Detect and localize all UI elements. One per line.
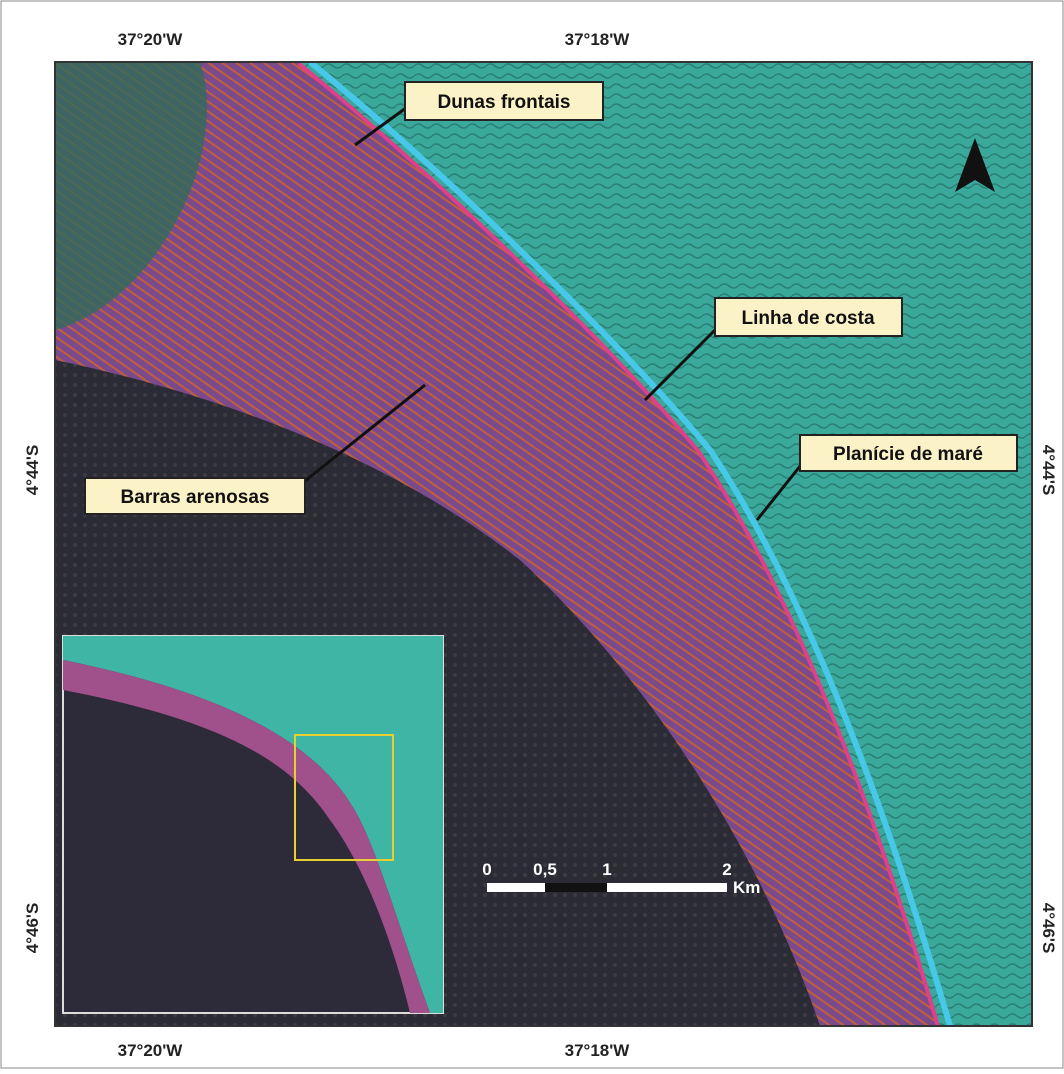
coord-label: 37°18'W <box>565 1041 631 1060</box>
coord-label: 37°20'W <box>118 1041 184 1060</box>
coord-label: 4°46'S <box>23 903 42 954</box>
annotation-label: Dunas frontais <box>437 92 570 113</box>
coord-label: 37°20'W <box>118 30 184 49</box>
coord-label: 37°18'W <box>565 30 631 49</box>
annotation-label: Linha de costa <box>741 308 874 329</box>
scale-unit: Km <box>733 878 760 897</box>
scale-tick: 2 <box>722 860 731 879</box>
coord-label: 4°44'S <box>1039 445 1058 496</box>
coord-label: 4°44'S <box>23 445 42 496</box>
scale-tick: 1 <box>602 860 611 879</box>
coord-label: 4°46'S <box>1039 903 1058 954</box>
annotation-label: Barras arenosas <box>121 487 270 508</box>
annotation-label: Planície de maré <box>833 444 983 465</box>
scale-tick: 0,5 <box>533 860 557 879</box>
inset <box>63 636 443 1013</box>
map-figure: 0 0,5 1 2 Km 37°20'W 37°18'W 37°20'W 37°… <box>0 0 1064 1069</box>
scale-tick: 0 <box>482 860 491 879</box>
